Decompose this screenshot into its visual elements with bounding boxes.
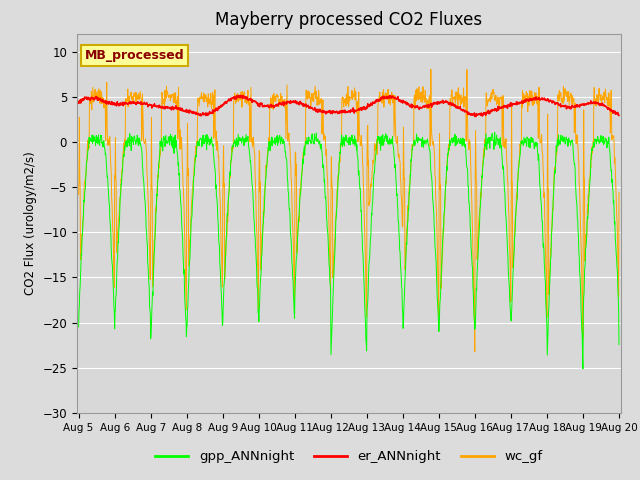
er_ANNnight <box>256 104 264 109</box>
wc_gf <box>433 227 441 232</box>
Line: gpp_ANNnight: gpp_ANNnight <box>79 132 619 369</box>
wc_gf <box>427 66 435 72</box>
gpp_ANNnight <box>491 130 499 135</box>
er_ANNnight <box>433 99 441 105</box>
wc_gf <box>552 162 559 168</box>
gpp_ANNnight <box>182 314 189 320</box>
Text: MB_processed: MB_processed <box>85 49 184 62</box>
er_ANNnight <box>552 101 559 107</box>
wc_gf <box>504 179 511 184</box>
wc_gf <box>75 192 83 197</box>
Line: wc_gf: wc_gf <box>79 69 619 351</box>
wc_gf <box>195 96 203 102</box>
gpp_ANNnight <box>504 247 511 252</box>
Y-axis label: CO2 Flux (urology/m2/s): CO2 Flux (urology/m2/s) <box>24 151 36 295</box>
Legend: gpp_ANNnight, er_ANNnight, wc_gf: gpp_ANNnight, er_ANNnight, wc_gf <box>150 445 548 469</box>
wc_gf <box>182 276 189 282</box>
gpp_ANNnight <box>75 324 83 330</box>
gpp_ANNnight <box>551 170 559 176</box>
wc_gf <box>255 148 263 154</box>
er_ANNnight <box>471 114 479 120</box>
er_ANNnight <box>615 113 623 119</box>
er_ANNnight <box>75 100 83 106</box>
gpp_ANNnight <box>615 342 623 348</box>
gpp_ANNnight <box>579 366 587 372</box>
er_ANNnight <box>235 93 243 98</box>
er_ANNnight <box>195 112 203 118</box>
er_ANNnight <box>182 108 189 114</box>
wc_gf <box>615 190 623 195</box>
er_ANNnight <box>504 102 511 108</box>
wc_gf <box>471 348 479 354</box>
Title: Mayberry processed CO2 Fluxes: Mayberry processed CO2 Fluxes <box>215 11 483 29</box>
Line: er_ANNnight: er_ANNnight <box>79 96 619 117</box>
gpp_ANNnight <box>195 141 203 147</box>
gpp_ANNnight <box>433 272 440 277</box>
gpp_ANNnight <box>255 307 263 312</box>
